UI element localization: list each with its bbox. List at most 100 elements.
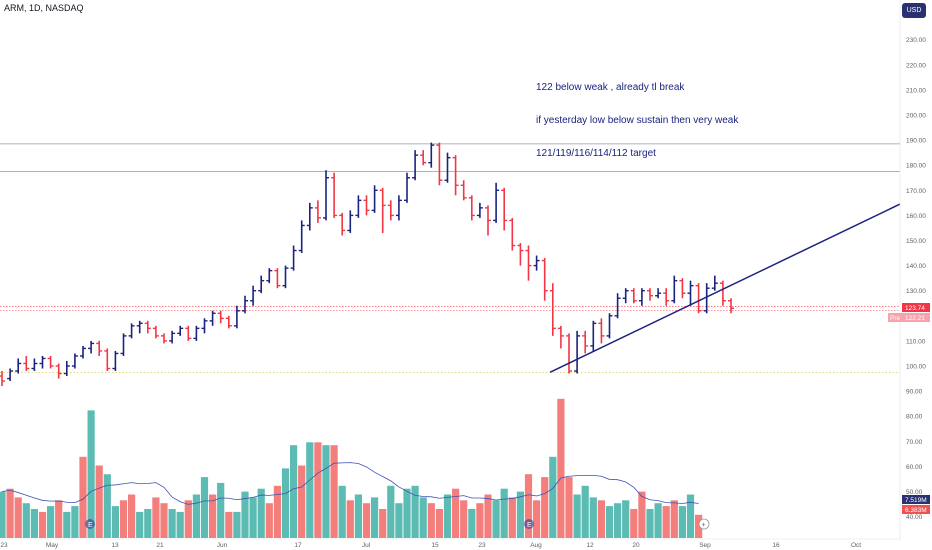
ohlc-bar [96,340,103,356]
volume-bar [111,506,119,538]
earnings-markers[interactable]: E E + [85,518,710,530]
volume-bar [257,488,265,538]
chart-annotation[interactable]: 122 below weak , already tl break if yes… [536,60,738,170]
ohlc-bar [485,205,491,236]
ohlc-bar [233,305,240,329]
volume-bar [427,503,435,538]
volume-bar [573,494,581,538]
ohlc-bar [687,280,694,306]
ohlc-bar [671,275,678,304]
ohlc-bar [420,150,427,166]
volume-bar [516,491,524,538]
ohlc-bar [290,245,297,271]
ohlc-bar [387,200,394,221]
ohlc-bar [395,195,402,221]
earnings-icon[interactable] [524,519,534,529]
ohlc-bar [460,180,467,201]
volume-bar [192,494,200,538]
ohlc-bar [436,142,443,186]
volume-bar [541,477,549,538]
trendline[interactable] [549,203,901,373]
volume-bar [306,442,314,538]
volume-bar [411,485,419,538]
price-tick-label: 110.00 [906,338,926,345]
ohlc-bar [428,142,435,168]
ohlc-bar [331,172,338,218]
earnings-icon[interactable] [85,519,95,529]
ohlc-bar [728,298,734,314]
ohlc-bar [282,265,289,289]
volume-bar [622,500,630,538]
volume-bar [95,465,103,538]
volume-bar [71,506,79,538]
volume-bar [678,506,686,538]
time-tick-label: Sep [699,542,711,549]
price-axis[interactable]: 40.00 50.00 60.00 70.00 80.00 90.00 100.00 110.… [899,0,932,550]
volume-bar [419,497,427,538]
pre-price-text: 122.21 [905,315,925,322]
volume-bar [330,445,338,538]
ohlc-bar [120,333,127,356]
ohlc-bar [379,187,386,233]
volume-bar [273,485,281,538]
time-axis[interactable]: 23 May 13 21 Jun 17 Jul 15 23 Aug 12 20 Sep 16 Oct [0,538,900,549]
volume-bars [0,398,703,538]
ohlc-bar [355,195,362,218]
price-tick-label: 160.00 [906,213,926,220]
time-tick-label: 23 [0,542,8,549]
ohlc-bar [517,243,524,266]
ohlc-bar [161,333,167,344]
ohlc-bar [31,358,38,372]
time-tick-label: Aug [530,542,542,549]
ohlc-bar [242,295,248,314]
volume-bar [22,503,30,538]
ohlc-bar [323,170,329,221]
add-event-icon[interactable] [698,518,710,530]
annotation-line-3: 121/119/116/114/112 target [536,148,656,159]
currency-button[interactable]: USD [902,3,926,18]
ohlc-bar [501,187,508,231]
ohlc-bar [476,202,483,218]
ohlc-bar [266,268,273,284]
volume-bar [557,398,565,538]
volume-bar [225,511,233,538]
volume-bar [524,474,533,538]
time-tick-label: Jun [217,542,228,549]
ohlc-bar [104,348,111,372]
ohlc-bar [23,355,30,372]
time-tick-label: Oct [851,542,861,549]
time-tick-label: May [46,542,59,549]
ohlc-bar [509,217,516,251]
volume-bar [103,474,111,538]
price-tick-label: 140.00 [906,263,926,270]
ohlc-bar [306,202,313,231]
ohlc-bar [274,268,281,289]
ohlc-bar [112,350,119,372]
price-tick-label: 180.00 [906,163,926,170]
volume-bar [403,488,411,538]
volume-bar [233,511,241,538]
volume-bar [47,506,55,538]
ohlc-bar [201,318,208,334]
volume-bar [476,503,484,538]
volume-bar [119,500,128,538]
ohlc-bar [541,258,548,301]
time-tick-label: 15 [431,542,439,549]
ohlc-bar [630,288,637,304]
ohlc-bar [404,172,410,203]
ohlc-bar [549,283,556,336]
volume-bar [614,503,622,538]
earnings-icon-glyph: E [88,522,93,529]
symbol-header[interactable]: ARM, 1D, NASDAQ [4,3,84,13]
ohlc-bar [598,318,605,344]
volume-bar [354,494,362,538]
ohlc-bar [314,200,321,223]
ohlc-bar [566,333,572,374]
volume-bar [484,494,492,538]
volume-bar [30,509,38,538]
ohlc-bar [493,182,500,223]
volume-bar [533,500,541,538]
ohlc-bar [225,315,232,329]
ohlc-bar [15,358,22,374]
